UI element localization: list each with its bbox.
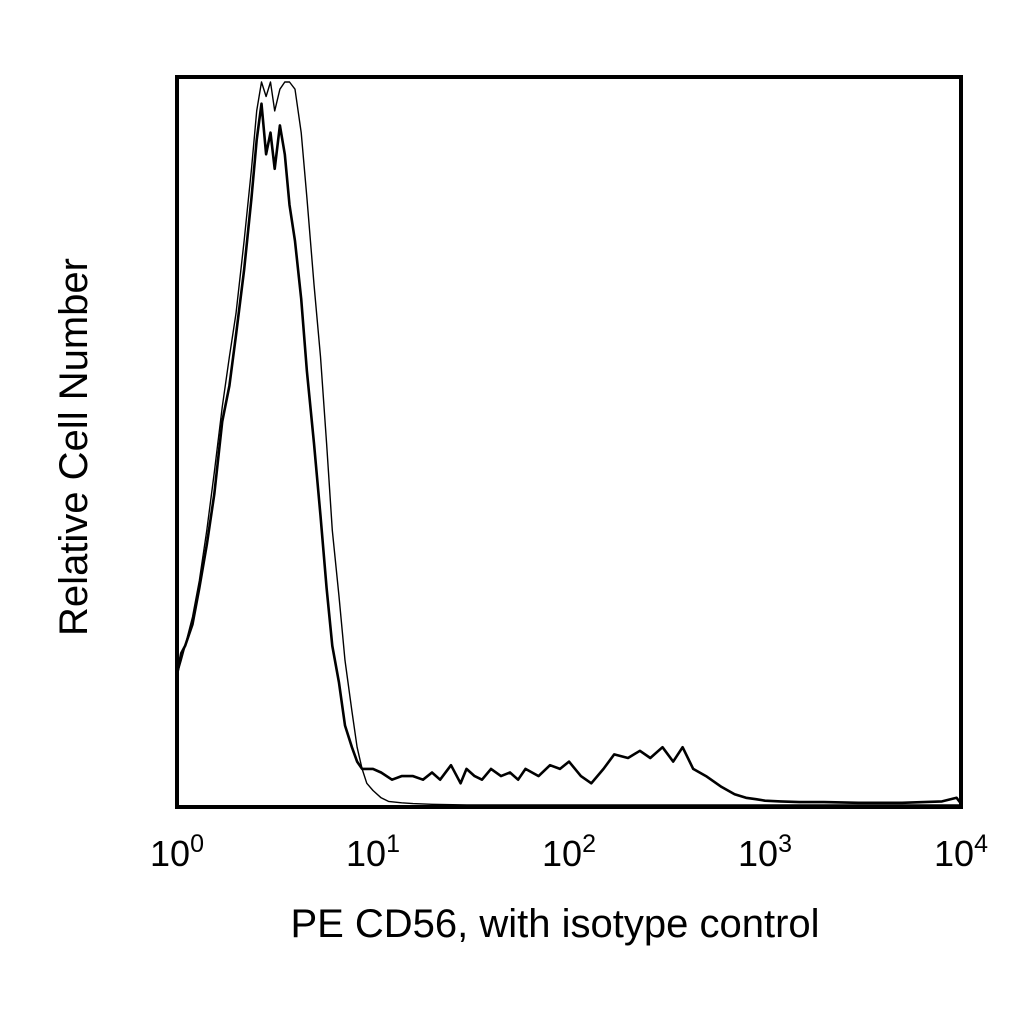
histogram-line-cd56 <box>175 102 963 805</box>
x-axis-title: PE CD56, with isotype control <box>290 902 819 946</box>
x-tick-label-2: 102 <box>542 830 596 874</box>
histogram-line-isotype <box>176 81 961 806</box>
x-tick-label-0: 100 <box>150 830 204 874</box>
x-tick-label-1: 101 <box>346 830 400 874</box>
x-tick-labels: 100 101 102 103 104 <box>150 830 988 874</box>
y-axis-title: Relative Cell Number <box>52 258 96 636</box>
x-tick-label-3: 103 <box>738 830 792 874</box>
x-tick-label-4: 104 <box>934 830 988 874</box>
plot-frame <box>175 75 963 809</box>
series-layer <box>175 81 963 806</box>
